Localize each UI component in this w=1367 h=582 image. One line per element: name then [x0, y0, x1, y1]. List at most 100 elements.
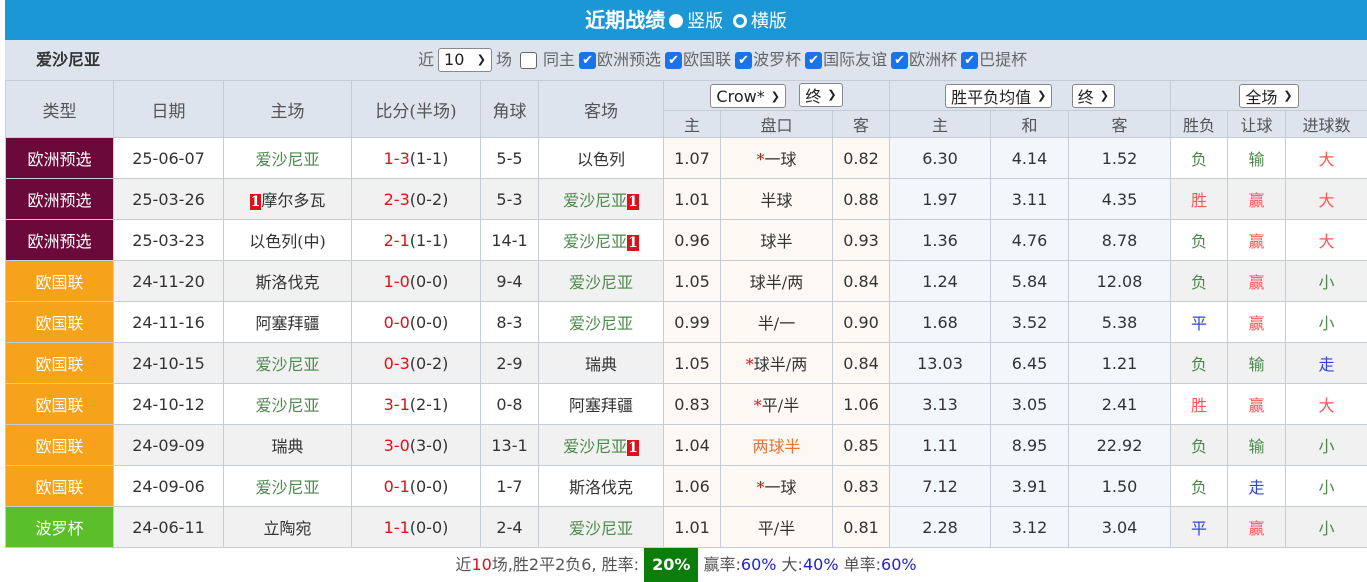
- away-team-name: 爱沙尼亚: [569, 314, 633, 333]
- home-team[interactable]: 斯洛伐克: [224, 261, 352, 302]
- same-home-checkbox[interactable]: [520, 52, 537, 69]
- ah-stage-select[interactable]: 终❯: [799, 83, 842, 107]
- score[interactable]: 1-0(0-0): [352, 261, 481, 302]
- home-team[interactable]: 瑞典: [224, 425, 352, 466]
- ah-away-odds: 0.88: [833, 179, 890, 220]
- eu-home-odds: 1.68: [890, 302, 991, 343]
- match-date: 24-09-06: [114, 466, 224, 507]
- score[interactable]: 0-0(0-0): [352, 302, 481, 343]
- corners: 8-3: [481, 302, 539, 343]
- chevron-down-icon: ❯: [1037, 89, 1046, 102]
- layout-vertical-label[interactable]: 竖版: [687, 11, 723, 32]
- header-euro-odds: 胜平负均值❯ 终❯: [890, 81, 1171, 111]
- ah-line-value: 球半/两: [750, 273, 803, 292]
- home-team-name: 瑞典: [271, 437, 303, 456]
- eu-away-odds: 3.04: [1069, 507, 1171, 548]
- eu-away-odds: 22.92: [1069, 425, 1171, 466]
- header-handicap: 让球: [1228, 111, 1286, 138]
- eu-stage-value: 终: [1078, 84, 1094, 108]
- match-date: 24-09-09: [114, 425, 224, 466]
- ah-line: 平/半: [721, 507, 833, 548]
- score[interactable]: 2-1(1-1): [352, 220, 481, 261]
- eu-home-odds: 1.11: [890, 425, 991, 466]
- result: 负: [1171, 220, 1228, 261]
- half-time-score: (0-0): [410, 313, 449, 332]
- half-time-score: (0-0): [410, 477, 449, 496]
- competition-type[interactable]: 欧国联: [6, 261, 114, 302]
- away-team[interactable]: 阿塞拜疆: [539, 384, 664, 425]
- competition-label: 国际友谊: [823, 40, 887, 80]
- team-name: 爱沙尼亚: [36, 40, 100, 80]
- competition-checkbox[interactable]: ✔: [735, 52, 752, 69]
- header-result: 胜负: [1171, 111, 1228, 138]
- score[interactable]: 1-1(0-0): [352, 507, 481, 548]
- home-team[interactable]: 1摩尔多瓦: [224, 179, 352, 220]
- score[interactable]: 0-1(0-0): [352, 466, 481, 507]
- full-time-score: 1-1: [384, 518, 410, 537]
- away-team[interactable]: 爱沙尼亚1: [539, 220, 664, 261]
- away-team-name: 爱沙尼亚: [569, 273, 633, 292]
- match-date: 24-06-11: [114, 507, 224, 548]
- radio-horizontal[interactable]: [733, 14, 747, 28]
- company-select[interactable]: Crow*❯: [710, 84, 786, 108]
- away-team[interactable]: 爱沙尼亚: [539, 302, 664, 343]
- eu-stage-select[interactable]: 终❯: [1072, 84, 1115, 108]
- ah-line: 半/一: [721, 302, 833, 343]
- score[interactable]: 0-3(0-2): [352, 343, 481, 384]
- home-team[interactable]: 阿塞拜疆: [224, 302, 352, 343]
- layout-horizontal-label[interactable]: 横版: [751, 11, 787, 32]
- match-count-select[interactable]: 10❯: [438, 48, 492, 72]
- eu-home-odds: 6.30: [890, 138, 991, 179]
- score[interactable]: 3-0(3-0): [352, 425, 481, 466]
- home-team[interactable]: 爱沙尼亚: [224, 343, 352, 384]
- competition-type[interactable]: 欧国联: [6, 302, 114, 343]
- score[interactable]: 1-3(1-1): [352, 138, 481, 179]
- competition-type[interactable]: 欧洲预选: [6, 179, 114, 220]
- away-team[interactable]: 爱沙尼亚: [539, 261, 664, 302]
- home-team[interactable]: 爱沙尼亚: [224, 138, 352, 179]
- home-team[interactable]: 立陶宛: [224, 507, 352, 548]
- header-eu-draw: 和: [991, 111, 1069, 138]
- competition-checkbox[interactable]: ✔: [961, 52, 978, 69]
- ah-home-odds: 1.01: [664, 507, 721, 548]
- competition-checkbox[interactable]: ✔: [891, 52, 908, 69]
- header-ah-line: 盘口: [721, 111, 833, 138]
- filter-bar: 爱沙尼亚 近 10❯ 场 同主 ✔欧洲预选✔欧国联✔波罗杯✔国际友谊✔欧洲杯✔巴…: [5, 40, 1367, 80]
- home-team[interactable]: 爱沙尼亚: [224, 466, 352, 507]
- competition-checkbox[interactable]: ✔: [579, 52, 596, 69]
- home-team[interactable]: 以色列(中): [224, 220, 352, 261]
- score[interactable]: 3-1(2-1): [352, 384, 481, 425]
- away-team[interactable]: 爱沙尼亚1: [539, 179, 664, 220]
- away-team[interactable]: 爱沙尼亚1: [539, 425, 664, 466]
- match-date: 24-10-15: [114, 343, 224, 384]
- competition-checkbox[interactable]: ✔: [805, 52, 822, 69]
- score[interactable]: 2-3(0-2): [352, 179, 481, 220]
- match-date: 24-11-20: [114, 261, 224, 302]
- euro-type-select[interactable]: 胜平负均值❯: [945, 84, 1052, 108]
- home-team[interactable]: 爱沙尼亚: [224, 384, 352, 425]
- radio-vertical[interactable]: [669, 14, 683, 28]
- competition-type[interactable]: 欧国联: [6, 384, 114, 425]
- ah-home-odds: 1.05: [664, 261, 721, 302]
- competition-type[interactable]: 波罗杯: [6, 507, 114, 548]
- handicap-result: 赢: [1228, 179, 1286, 220]
- away-team[interactable]: 瑞典: [539, 343, 664, 384]
- away-team[interactable]: 斯洛伐克: [539, 466, 664, 507]
- ah-away-odds: 0.85: [833, 425, 890, 466]
- away-team[interactable]: 以色列: [539, 138, 664, 179]
- period-select[interactable]: 全场❯: [1239, 84, 1298, 108]
- competition-type[interactable]: 欧洲预选: [6, 220, 114, 261]
- competition-checkbox[interactable]: ✔: [665, 52, 682, 69]
- half-time-score: (0-2): [410, 354, 449, 373]
- away-team[interactable]: 爱沙尼亚: [539, 507, 664, 548]
- away-team-name: 以色列: [577, 150, 625, 169]
- competition-type[interactable]: 欧洲预选: [6, 138, 114, 179]
- competition-type[interactable]: 欧国联: [6, 343, 114, 384]
- competition-type[interactable]: 欧国联: [6, 425, 114, 466]
- competition-type[interactable]: 欧国联: [6, 466, 114, 507]
- home-team-name: 立陶宛: [263, 519, 311, 538]
